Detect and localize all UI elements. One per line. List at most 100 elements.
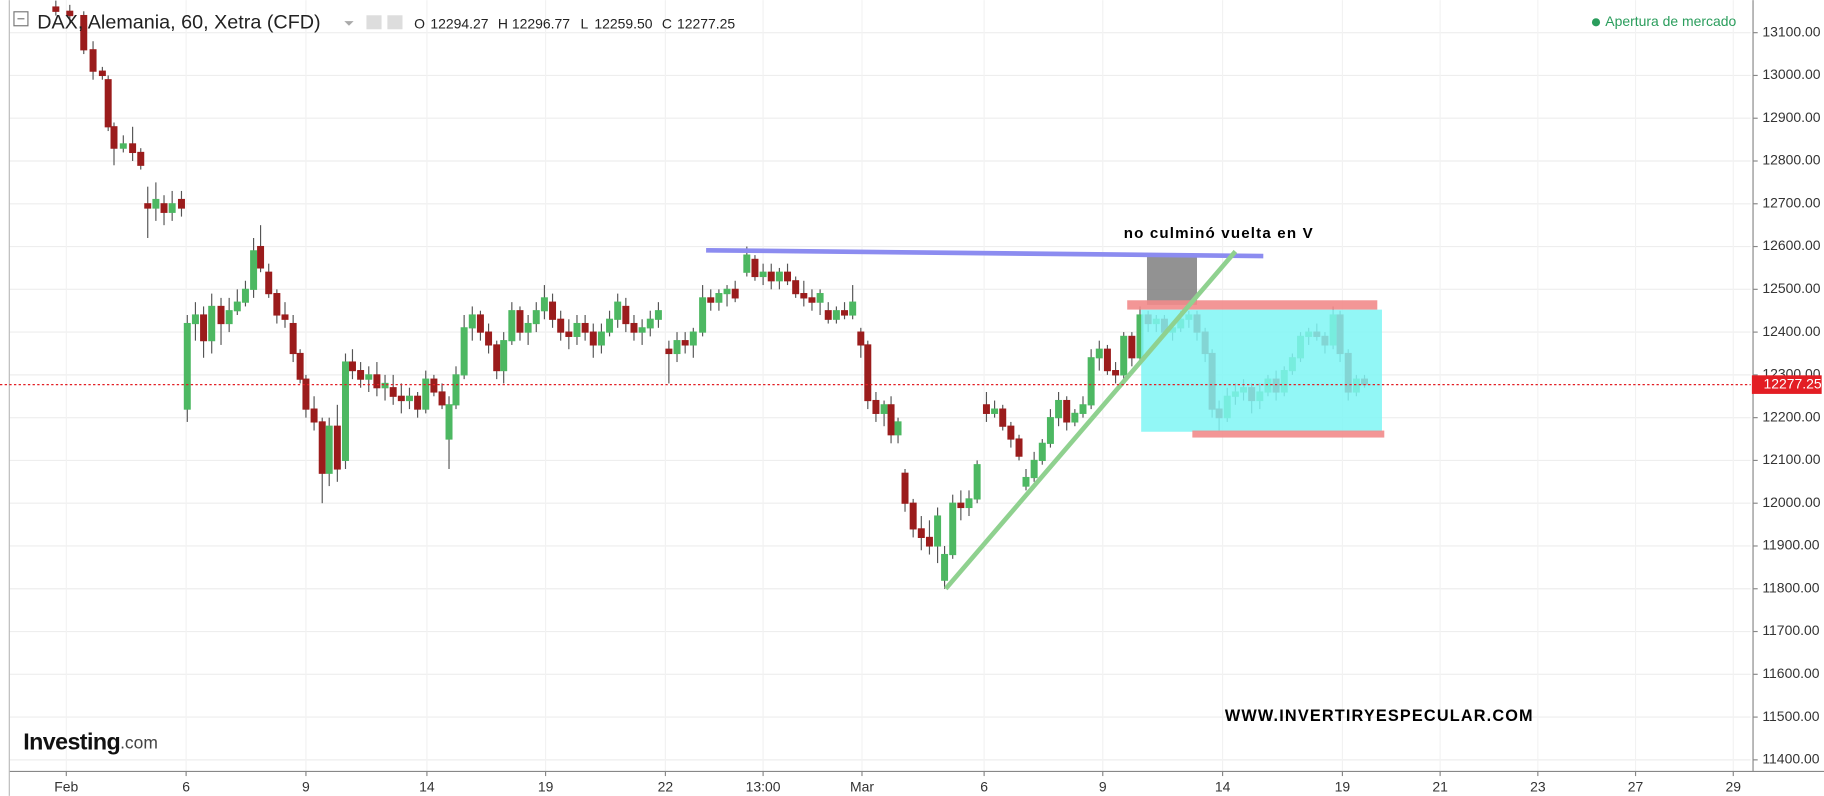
ohlc-label: C bbox=[662, 15, 672, 31]
title-dropdown[interactable] bbox=[344, 21, 354, 26]
candle-body bbox=[638, 327, 646, 333]
candle-body bbox=[565, 331, 573, 337]
candle-body bbox=[743, 254, 751, 273]
candle-body bbox=[381, 382, 389, 389]
candle-body bbox=[925, 536, 933, 547]
candle-body bbox=[485, 331, 493, 346]
candle-body bbox=[333, 425, 341, 470]
candle-body bbox=[302, 378, 310, 410]
candle-body bbox=[715, 293, 723, 303]
x-tick-label: 29 bbox=[1726, 778, 1742, 794]
x-tick-label: 21 bbox=[1432, 778, 1448, 794]
candle-body bbox=[524, 322, 532, 333]
candle-body bbox=[775, 271, 783, 282]
candle-body bbox=[438, 391, 446, 406]
candle-body bbox=[208, 305, 216, 342]
candle-body bbox=[241, 288, 249, 303]
candle-body bbox=[849, 301, 857, 316]
y-tick-label: 12000.00 bbox=[1762, 494, 1820, 510]
logo: Investing.com bbox=[23, 729, 158, 755]
support-band bbox=[1192, 430, 1385, 438]
candle-body bbox=[144, 203, 152, 209]
trend-line bbox=[943, 249, 1238, 591]
x-tick-label: 9 bbox=[1099, 778, 1107, 794]
candle-body bbox=[573, 322, 581, 337]
candle-body bbox=[516, 310, 524, 333]
candle-body bbox=[310, 408, 318, 423]
candle-body bbox=[949, 502, 957, 556]
candle-body bbox=[1095, 348, 1103, 359]
candle-body bbox=[816, 293, 824, 303]
candle-body bbox=[699, 297, 707, 333]
candle-body bbox=[973, 464, 981, 500]
candle-body bbox=[348, 361, 356, 372]
candle-body bbox=[646, 318, 654, 329]
candle-body bbox=[476, 314, 484, 333]
candle-body bbox=[357, 370, 365, 380]
y-tick-label: 12700.00 bbox=[1762, 194, 1820, 210]
x-tick-label: 14 bbox=[1215, 778, 1231, 794]
candle-body bbox=[751, 258, 759, 278]
candle-body bbox=[414, 395, 422, 410]
candle-body bbox=[723, 288, 731, 295]
candle-body bbox=[665, 348, 673, 355]
candle-body bbox=[160, 203, 168, 213]
candle-body bbox=[1128, 335, 1136, 359]
candle-body bbox=[325, 425, 333, 474]
candle-body bbox=[89, 49, 97, 72]
drawings bbox=[706, 247, 1385, 591]
candle-body bbox=[233, 301, 241, 312]
candle-body bbox=[183, 322, 191, 410]
candle-body bbox=[66, 10, 74, 17]
candle-body bbox=[1103, 348, 1111, 372]
candle-body bbox=[880, 404, 888, 414]
grid bbox=[9, 0, 1751, 772]
x-tick-label: 13:00 bbox=[746, 778, 781, 794]
candle-body bbox=[894, 421, 902, 436]
ohlc-label: O bbox=[414, 15, 425, 31]
candle-body bbox=[540, 297, 548, 312]
candle-body bbox=[296, 352, 304, 380]
candle-body bbox=[1112, 370, 1120, 376]
candle-body bbox=[557, 318, 565, 333]
candle-body bbox=[405, 395, 413, 402]
settings-icon[interactable] bbox=[387, 15, 403, 30]
candle-body bbox=[177, 198, 185, 209]
last-price-tag bbox=[1751, 375, 1822, 394]
ohlc-value: 12296.77 bbox=[512, 15, 570, 31]
resistance-band bbox=[1127, 300, 1378, 310]
candle-body bbox=[792, 280, 800, 295]
y-tick-label: 12800.00 bbox=[1762, 152, 1820, 168]
logo-suffix: .com bbox=[120, 732, 158, 752]
x-tick-label: 19 bbox=[1335, 778, 1351, 794]
candle-body bbox=[589, 331, 597, 346]
candle-body bbox=[389, 387, 397, 397]
candle-body bbox=[614, 301, 622, 320]
x-tick-label: 6 bbox=[182, 778, 190, 794]
candle-body bbox=[784, 271, 792, 282]
candle-body bbox=[965, 498, 973, 509]
y-tick-label: 12400.00 bbox=[1762, 323, 1820, 339]
candle-body bbox=[707, 297, 715, 303]
candle-body bbox=[1015, 438, 1023, 457]
candle-body bbox=[422, 378, 430, 410]
market-status: Apertura de mercado bbox=[1605, 13, 1736, 29]
candle-body bbox=[152, 198, 160, 209]
ohlc-value: 12259.50 bbox=[594, 15, 652, 31]
candle-body bbox=[991, 408, 999, 414]
candle-body bbox=[508, 310, 516, 342]
y-tick-label: 11700.00 bbox=[1762, 622, 1819, 638]
candle-body bbox=[281, 314, 289, 320]
candle-body bbox=[1038, 442, 1046, 462]
settings-icon[interactable] bbox=[366, 15, 382, 30]
ohlc-label: H bbox=[498, 15, 508, 31]
candle-body bbox=[289, 322, 297, 355]
candle-body bbox=[767, 271, 775, 282]
candle-body bbox=[365, 374, 373, 380]
candle-body bbox=[824, 310, 832, 320]
candle-body bbox=[999, 408, 1007, 427]
candle-body bbox=[119, 143, 127, 149]
candle-body bbox=[957, 502, 965, 509]
candle-body bbox=[532, 310, 540, 325]
candle-body bbox=[318, 421, 326, 474]
